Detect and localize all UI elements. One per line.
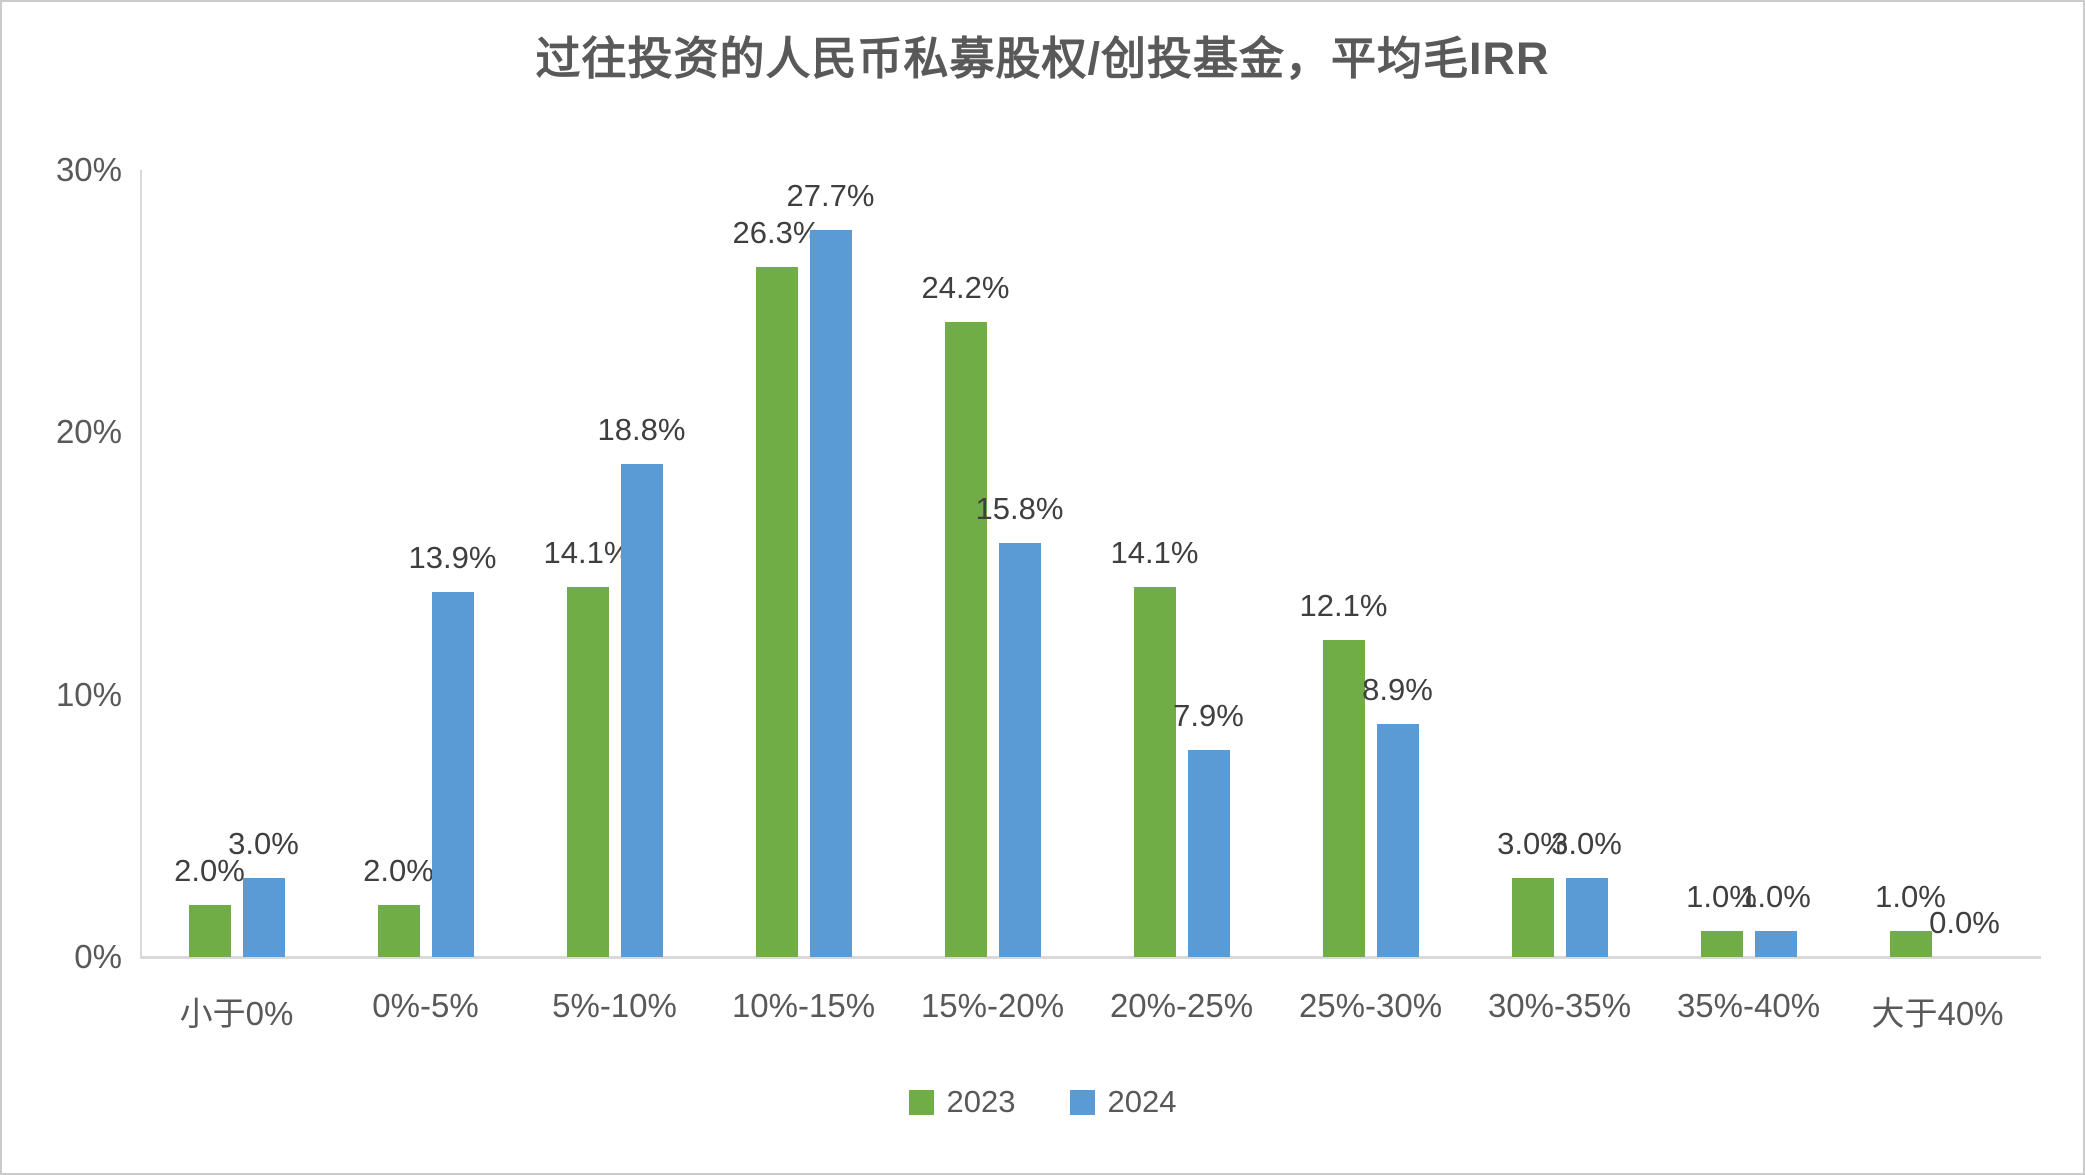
value-label-2024: 15.8%	[975, 491, 1064, 526]
bar-2023	[1700, 931, 1743, 957]
value-label-2024: 8.9%	[1362, 672, 1433, 707]
legend-label-2024: 2024	[1107, 1084, 1177, 1119]
bar-2023	[1133, 587, 1176, 957]
value-label-2023: 2.0%	[363, 853, 434, 888]
x-axis-line	[140, 956, 2041, 959]
bar-2024	[1187, 750, 1230, 957]
bar-2023	[188, 905, 231, 957]
value-label-2024: 0.0%	[1929, 905, 2000, 940]
value-label-2024: 1.0%	[1740, 879, 1811, 914]
x-axis-label: 20%-25%	[1109, 987, 1254, 1024]
bar-2024	[1376, 724, 1419, 957]
bar-2024	[1565, 878, 1608, 957]
value-label-2024: 7.9%	[1173, 698, 1244, 733]
legend-swatch-2023	[908, 1089, 934, 1115]
legend-label-2023: 2023	[946, 1084, 1016, 1119]
value-label-2023: 14.1%	[543, 535, 632, 570]
bar-2024	[809, 230, 852, 957]
bar-2023	[944, 322, 987, 957]
x-axis-label: 小于0%	[179, 995, 294, 1032]
value-label-2023: 1.0%	[1686, 879, 1757, 914]
x-axis-label: 大于40%	[1871, 995, 2004, 1032]
bar-2023	[755, 267, 798, 957]
value-label-2023: 24.2%	[921, 270, 1010, 305]
value-label-2023: 26.3%	[732, 215, 821, 250]
bar-2024	[431, 592, 474, 957]
chart-title: 过往投资的人民币私募股权/创投基金，平均毛IRR	[535, 33, 1550, 84]
bar-2023	[1511, 878, 1554, 957]
bar-2024	[1754, 931, 1797, 957]
x-axis-label: 30%-35%	[1487, 987, 1632, 1024]
y-axis-tick-label: 20%	[55, 413, 122, 451]
y-axis-tick-label: 30%	[55, 151, 122, 188]
value-label-2023: 12.1%	[1299, 588, 1388, 623]
x-axis-label: 0%-5%	[372, 987, 479, 1024]
x-axis-label: 5%-10%	[552, 987, 677, 1024]
bar-2024	[242, 878, 285, 957]
value-label-2023: 2.0%	[174, 853, 245, 888]
y-axis-line	[140, 170, 142, 959]
bar-2023	[1322, 640, 1365, 957]
value-label-2023: 3.0%	[1497, 826, 1568, 861]
value-label-2024: 13.9%	[408, 540, 497, 575]
legend-item-2024: 2024	[1069, 1084, 1177, 1120]
value-label-2023: 1.0%	[1875, 879, 1946, 914]
value-label-2024: 27.7%	[786, 178, 875, 213]
bar-2023	[1889, 931, 1932, 957]
value-label-2023: 14.1%	[1110, 535, 1199, 570]
y-axis-tick-label: 10%	[55, 675, 122, 713]
bar-2023	[377, 905, 420, 957]
plot-area: 2.0% 3.0% 2.0% 13.9% 14.1% 18.8% 26.3% 27.7% 24.…	[142, 170, 2039, 957]
bar-2024	[620, 464, 663, 957]
value-label-2024: 3.0%	[228, 826, 299, 861]
x-axis-label: 10%-15%	[731, 987, 876, 1024]
value-label-2024: 18.8%	[597, 412, 686, 447]
bar-2023	[566, 587, 609, 957]
x-axis-label: 35%-40%	[1676, 987, 1821, 1024]
legend: 2023 2024	[2, 1084, 2083, 1120]
legend-swatch-2024	[1069, 1089, 1095, 1115]
x-axis-label: 25%-30%	[1298, 987, 1443, 1024]
x-axis-label: 15%-20%	[920, 987, 1065, 1024]
legend-item-2023: 2023	[908, 1084, 1016, 1120]
bar-2024	[998, 543, 1041, 957]
value-label-2024: 3.0%	[1551, 826, 1622, 861]
y-axis-tick-label: 0%	[74, 938, 122, 975]
